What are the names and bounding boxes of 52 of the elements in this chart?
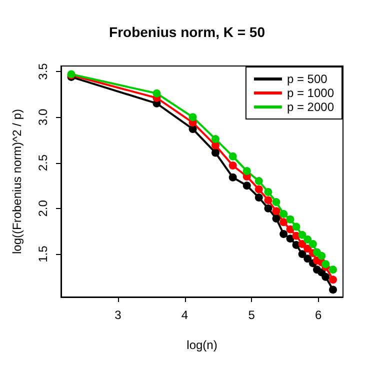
x-tick-label: 4 (181, 308, 188, 322)
point (308, 240, 317, 248)
point (280, 230, 288, 238)
legend-label: p = 1000 (286, 86, 334, 100)
point (228, 152, 237, 160)
point (328, 266, 337, 274)
point (254, 177, 263, 186)
point (272, 207, 280, 216)
y-tick-label: 2.0 (36, 200, 50, 217)
y-tick-label: 2.5 (36, 154, 50, 172)
point (188, 113, 197, 122)
x-tick-label: 3 (114, 308, 122, 322)
point (242, 167, 251, 175)
point (298, 230, 306, 239)
y-tick-label: 3.0 (36, 108, 50, 126)
x-tick-label: 5 (248, 308, 256, 322)
point (280, 218, 288, 226)
point (264, 204, 272, 212)
point (304, 235, 312, 244)
point (272, 214, 280, 222)
point (318, 252, 326, 260)
point (304, 244, 312, 253)
point (152, 89, 161, 98)
point (264, 196, 272, 204)
y-tick-label: 1.5 (36, 245, 50, 262)
x-tick-label: 6 (314, 308, 322, 322)
x-axis-title: log(n) (186, 338, 218, 352)
point (286, 215, 294, 224)
point (254, 185, 263, 194)
point (211, 135, 220, 144)
y-axis-title: log((Frobenius norm)^2 / p) (10, 108, 24, 254)
point (286, 225, 294, 234)
point (298, 250, 306, 258)
y-tick-label: 3.5 (36, 62, 50, 80)
point (228, 173, 237, 182)
legend-label: p = 500 (286, 72, 328, 86)
point (286, 234, 294, 243)
chart-title: Frobenius norm, K = 50 (109, 24, 266, 40)
point (304, 254, 312, 263)
point (242, 182, 251, 190)
point (292, 222, 300, 231)
point (322, 260, 330, 268)
point (272, 198, 280, 206)
point (254, 193, 263, 202)
point (328, 276, 337, 284)
point (328, 286, 337, 294)
point (228, 162, 237, 170)
legend-label: p = 2000 (286, 100, 334, 114)
point (280, 210, 288, 218)
point (211, 148, 220, 157)
point (322, 272, 330, 281)
point (264, 188, 272, 196)
